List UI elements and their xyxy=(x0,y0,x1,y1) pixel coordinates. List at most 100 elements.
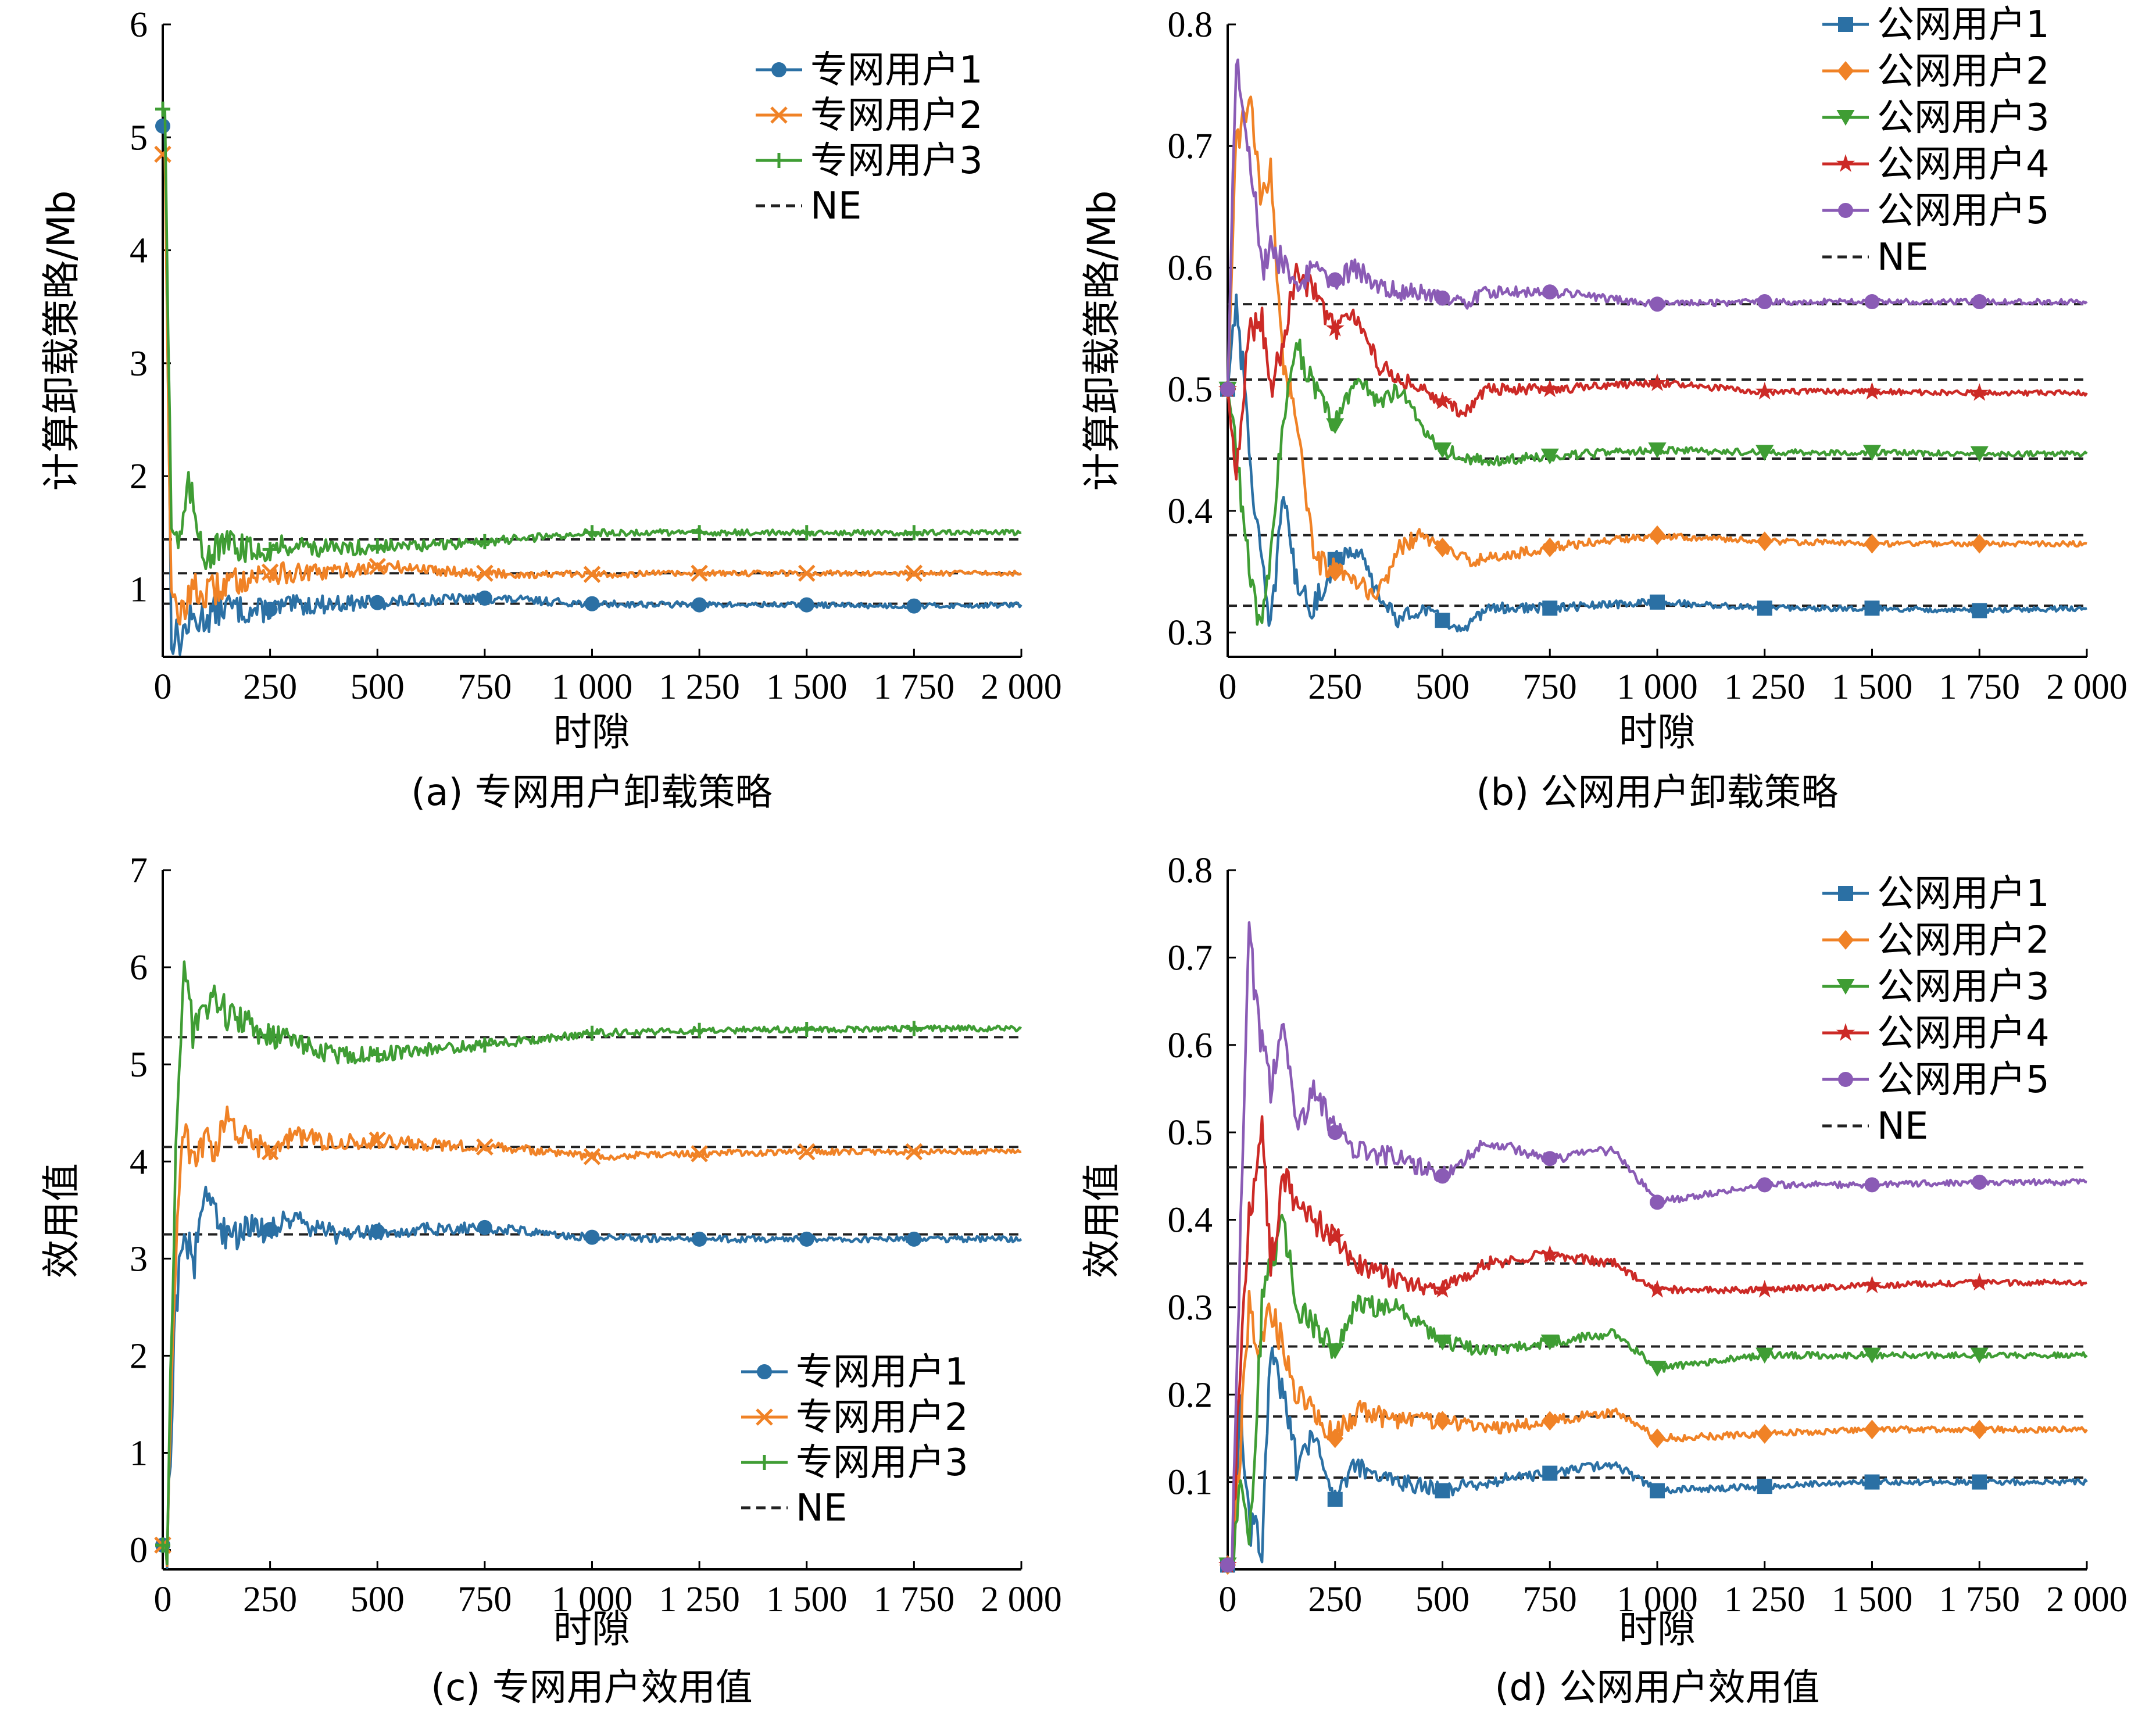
y-tick-label: 0.2 xyxy=(1168,1375,1213,1415)
data-point-marker xyxy=(1970,446,1989,462)
data-point-marker xyxy=(1864,1474,1880,1490)
data-point-marker xyxy=(692,597,707,613)
x-tick-label: 0 xyxy=(1219,1580,1237,1619)
data-point-marker xyxy=(1434,537,1451,557)
y-tick-label: 6 xyxy=(130,948,148,988)
series-line xyxy=(162,153,1022,626)
data-point-marker xyxy=(905,564,923,582)
data-point-marker xyxy=(1433,391,1452,410)
x-tick-label: 2 000 xyxy=(2046,1580,2128,1619)
data-point-marker xyxy=(691,1145,708,1163)
data-point-marker xyxy=(155,1537,170,1553)
legend-marker xyxy=(1838,17,1853,32)
legend-label: 公网用户5 xyxy=(1877,189,2050,233)
data-point-marker xyxy=(1972,1174,1987,1190)
data-point-marker xyxy=(584,1025,600,1041)
data-point-marker xyxy=(1755,1347,1774,1364)
data-point-marker xyxy=(1972,294,1987,310)
data-point-marker xyxy=(906,525,922,541)
legend-marker xyxy=(771,153,786,168)
legend-label-ne: NE xyxy=(810,185,861,228)
x-axis-label: 时隙 xyxy=(1619,710,1696,754)
legend-label-ne: NE xyxy=(796,1487,847,1530)
data-point-marker xyxy=(692,525,707,541)
x-tick-label: 250 xyxy=(1308,1580,1362,1619)
x-tick-label: 1 750 xyxy=(1939,1580,2021,1619)
series-4 xyxy=(1218,1115,2087,1573)
series-1 xyxy=(1220,1346,2088,1573)
data-point-marker xyxy=(1435,613,1450,628)
data-point-marker-stroke xyxy=(691,1145,708,1163)
data-point-marker xyxy=(584,596,600,611)
x-tick-label: 1 500 xyxy=(766,1580,848,1619)
legend-label: 公网用户2 xyxy=(1877,50,2050,93)
series-line xyxy=(1228,1346,2088,1571)
legend-marker-stroke xyxy=(770,106,788,124)
chart-panel-1: 0 250 500 750 1 000 1 250 1 500 1 750 2 000 1 2 3 4 5… xyxy=(39,5,1062,814)
data-point-marker xyxy=(583,1148,601,1165)
y-tick-label: 2 xyxy=(130,457,148,496)
legend-label: 专网用户2 xyxy=(796,1396,968,1439)
x-tick-label: 500 xyxy=(351,667,405,707)
y-axis-label: 效用值 xyxy=(39,1163,84,1278)
data-point-marker xyxy=(1435,290,1450,306)
data-point-marker xyxy=(1325,1227,1345,1246)
series-2 xyxy=(154,145,1022,626)
x-tick-label: 2 000 xyxy=(2046,667,2128,707)
data-point-marker xyxy=(798,564,816,582)
y-axis-label: 计算卸载策略/Mb xyxy=(1079,190,1124,491)
y-axis-label: 计算卸载策略/Mb xyxy=(39,190,84,491)
data-point-marker xyxy=(1862,445,1882,461)
data-point-marker xyxy=(154,145,171,163)
data-point-marker xyxy=(1542,284,1558,300)
data-point-marker xyxy=(370,595,385,610)
data-point-marker xyxy=(1435,1483,1450,1498)
x-tick-label: 1 250 xyxy=(1724,667,1805,707)
x-tick-label: 0 xyxy=(154,667,172,707)
data-point-marker xyxy=(1325,319,1345,337)
data-point-marker xyxy=(1326,418,1345,434)
y-axis-label: 效用值 xyxy=(1079,1163,1124,1278)
legend-label: 公网用户5 xyxy=(1877,1058,2050,1101)
data-point-marker xyxy=(477,590,492,606)
data-point-marker xyxy=(1647,373,1667,391)
data-point-marker-stroke xyxy=(154,145,171,163)
x-tick-label: 1 750 xyxy=(874,1580,955,1619)
series-3 xyxy=(155,101,1022,571)
series-line xyxy=(163,1105,1022,1568)
x-tick-label: 1 000 xyxy=(552,1580,633,1619)
data-point-marker xyxy=(1435,1168,1450,1184)
y-tick-label: 0.3 xyxy=(1168,1288,1213,1328)
legend-label-ne: NE xyxy=(1877,1105,1928,1148)
chart-panel-3: 0 250 500 750 1 000 1 250 1 500 1 750 2 000 0 1 2 3 4… xyxy=(39,851,1062,1709)
legend-label: 专网用户1 xyxy=(810,49,983,92)
legend-marker xyxy=(1838,886,1853,901)
x-tick-label: 250 xyxy=(243,1580,297,1619)
data-point-marker-stroke xyxy=(798,564,816,582)
y-tick-label: 0.5 xyxy=(1168,370,1213,410)
subfigure-caption: (d) 公网用户效用值 xyxy=(1495,1666,1820,1709)
data-point-marker xyxy=(905,1143,923,1161)
data-point-marker-stroke xyxy=(261,1143,279,1161)
legend-label: 公网用户4 xyxy=(1877,1012,2050,1055)
x-tick-label: 500 xyxy=(1415,667,1469,707)
x-tick-label: 750 xyxy=(1523,667,1577,707)
data-point-marker xyxy=(1650,296,1665,312)
legend-label-ne: NE xyxy=(1877,236,1928,279)
legend-label: 专网用户3 xyxy=(810,140,983,183)
data-point-marker-stroke xyxy=(905,1143,923,1161)
y-tick-label: 0.8 xyxy=(1168,851,1213,890)
series-5 xyxy=(1220,921,2087,1573)
data-point-marker xyxy=(1541,1411,1558,1431)
y-tick-label: 0.4 xyxy=(1168,1201,1213,1240)
data-point-marker xyxy=(1542,600,1558,616)
data-point-marker xyxy=(692,1022,707,1038)
y-tick-label: 0.6 xyxy=(1168,1026,1213,1065)
data-point-marker xyxy=(1327,1125,1343,1140)
data-point-marker xyxy=(1650,1483,1665,1498)
data-point-marker xyxy=(262,1028,278,1043)
data-point-marker xyxy=(583,566,601,583)
data-point-marker xyxy=(1542,1151,1558,1167)
